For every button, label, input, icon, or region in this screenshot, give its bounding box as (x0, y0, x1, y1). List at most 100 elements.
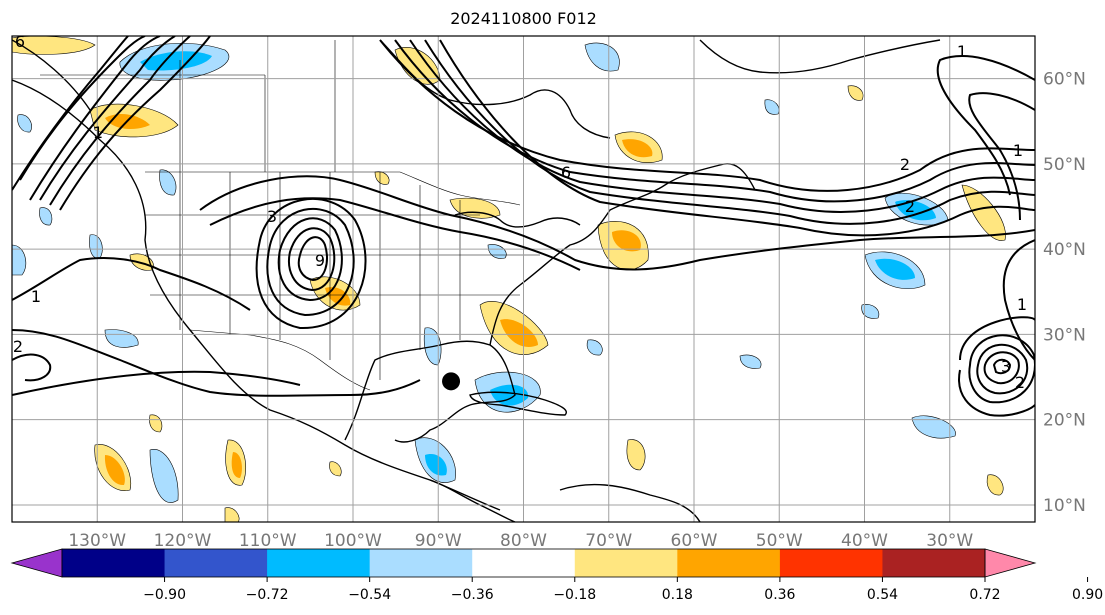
colorbar-tick-label: −0.54 (348, 587, 391, 603)
longitude-labels: 130°W 120°W 110°W 100°W 90°W 80°W 70°W 60°W 50°W… (68, 531, 973, 551)
colorbar-tick-label: −0.72 (246, 587, 289, 603)
latitude-label: 20°N (1043, 411, 1086, 431)
longitude-label: 70°W (585, 531, 632, 551)
longitude-label: 50°W (756, 531, 803, 551)
coastline-gulf (344, 340, 516, 443)
latitude-labels: 10°N 20°N 30°N 40°N 50°N 60°N (1043, 70, 1086, 516)
anomaly-negative-core (490, 384, 529, 406)
longitude-label: 120°W (154, 531, 212, 551)
contour-line (983, 351, 1020, 385)
contour-label: 3 (1001, 357, 1011, 376)
contour-line (12, 257, 251, 311)
anomaly-negative-blob (159, 169, 177, 196)
shaded-anomalies (12, 36, 1006, 522)
contour-label: 2 (905, 197, 915, 216)
anomaly-negative-blob (39, 207, 53, 226)
colorbar-segment (62, 549, 166, 577)
longitude-label: 90°W (415, 531, 462, 551)
contour-label: 1 (1013, 141, 1023, 160)
coastline-alaska (12, 39, 91, 111)
anomaly-negative-blob (584, 42, 620, 72)
anomaly-positive-core (622, 139, 653, 158)
contour-label: 2 (13, 337, 23, 356)
contour-line (277, 217, 343, 302)
colorbar-extend-high (984, 548, 1037, 578)
colorbar-segment (779, 549, 883, 577)
colorbar-tick-label: 0.90 (1072, 587, 1103, 603)
anomaly-positive-core (104, 455, 125, 486)
anomaly-negative-core (895, 200, 936, 221)
contour-line (409, 39, 1035, 213)
coastline-north-america-west (12, 79, 501, 511)
longitude-label: 110°W (239, 531, 297, 551)
contour-line (12, 353, 52, 382)
colorbar-tick-label: −0.90 (143, 587, 186, 603)
colorbar-tick-label: 0.54 (867, 587, 898, 603)
contour-line (439, 39, 1035, 237)
contour-line (199, 175, 1035, 271)
latitude-label: 10°N (1043, 496, 1086, 516)
anomaly-negative-blob (861, 304, 880, 319)
contour-line (12, 36, 129, 191)
coastline-south-america (559, 483, 701, 522)
colorbar-segment (472, 549, 576, 577)
anomaly-negative-blob (911, 415, 956, 439)
anomaly-positive-blob (224, 507, 240, 522)
anomaly-positive-core (231, 452, 242, 478)
colorbar-segment (574, 549, 678, 577)
latitude-label: 40°N (1043, 240, 1086, 260)
longitude-label: 130°W (68, 531, 126, 551)
colorbar-tick-label: −0.36 (451, 587, 494, 603)
anomaly-negative-blob (764, 99, 780, 115)
longitude-label: 30°W (926, 531, 973, 551)
latitude-label: 30°N (1043, 325, 1086, 345)
contour-line (209, 197, 581, 271)
contour-label: 3 (267, 207, 277, 226)
coastline-greenland (699, 39, 941, 74)
longitude-label: 100°W (324, 531, 382, 551)
colorbar-extend-low (10, 548, 63, 578)
longitude-label: 40°W (841, 531, 888, 551)
anomaly-positive-blob (374, 171, 390, 185)
contour-label: 6 (15, 32, 25, 51)
storm-center-marker[interactable] (442, 372, 461, 391)
longitude-label: 80°W (500, 531, 547, 551)
anomaly-negative-blob (586, 339, 603, 356)
contour-line (958, 369, 1035, 417)
coastline-cuba (469, 391, 567, 416)
colorbar-segment (882, 549, 986, 577)
colorbar-tick-label: 0.72 (969, 587, 1000, 603)
boundary-us-canada (145, 171, 521, 206)
contour-line (266, 207, 355, 317)
colorbar-segment (164, 549, 268, 577)
anomaly-negative-blob (12, 244, 27, 276)
anomaly-negative-blob (739, 354, 762, 369)
contour-line (12, 329, 421, 397)
contour-line (992, 358, 1012, 375)
contour-line (959, 316, 1035, 361)
contour-label: 2 (1015, 373, 1025, 392)
colorbar-tick-label: −0.18 (553, 587, 596, 603)
contour-line (255, 198, 367, 330)
map-frame (11, 35, 1036, 523)
colorbar-segment (267, 549, 371, 577)
colorbar-segment (369, 549, 473, 577)
latitude-label: 50°N (1043, 155, 1086, 175)
colorbar-frame (61, 548, 986, 578)
anomaly-positive-blob (847, 85, 864, 101)
contour-line (297, 236, 328, 282)
anomaly-positive-blob (149, 414, 163, 433)
coastline-great-lakes (454, 211, 581, 228)
colorbar-tick-label: 0.36 (764, 587, 795, 603)
contour-line (39, 36, 176, 201)
latitude-label: 60°N (1043, 70, 1086, 90)
contour-line (424, 39, 1035, 225)
anomaly-negative-blob (17, 114, 32, 133)
coastline-east (489, 163, 756, 346)
contour-line (394, 39, 1035, 203)
map-title: 2024110800 F012 (450, 9, 597, 28)
contour-line (29, 36, 161, 201)
anomaly-positive-blob (986, 474, 1004, 496)
boundary-us-mexico (189, 329, 371, 391)
